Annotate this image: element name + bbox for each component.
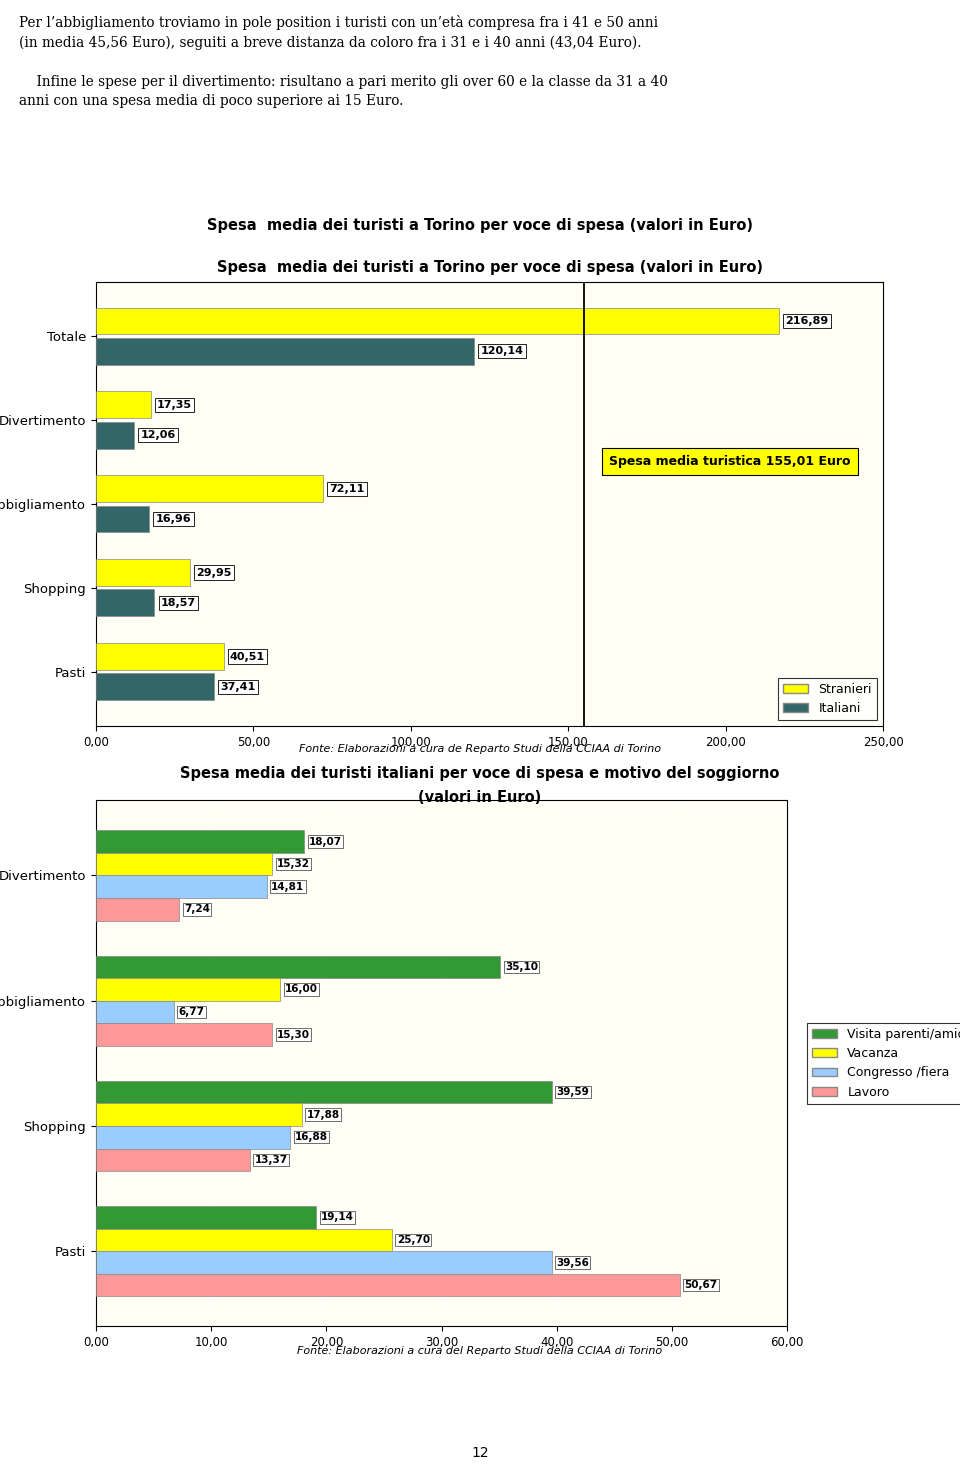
Text: 40,51: 40,51 — [229, 652, 265, 661]
Text: 39,56: 39,56 — [557, 1258, 589, 1267]
Text: Fonte: Elaborazioni a cura del Reparto Studi della CCIAA di Torino: Fonte: Elaborazioni a cura del Reparto S… — [298, 1346, 662, 1356]
Text: 7,24: 7,24 — [184, 904, 210, 914]
Text: 29,95: 29,95 — [197, 568, 232, 578]
Bar — [96, 643, 224, 670]
Text: 72,11: 72,11 — [329, 483, 365, 494]
Bar — [96, 1126, 291, 1149]
Text: 15,30: 15,30 — [276, 1030, 310, 1039]
Text: 216,89: 216,89 — [785, 316, 828, 326]
Bar — [96, 956, 500, 978]
Bar — [96, 422, 134, 449]
Text: 16,96: 16,96 — [156, 514, 191, 525]
Bar — [96, 476, 324, 502]
Text: Per l’abbigliamento troviamo in pole position i turisti con un’età compresa fra : Per l’abbigliamento troviamo in pole pos… — [19, 15, 668, 108]
Bar — [96, 1206, 317, 1229]
Text: 50,67: 50,67 — [684, 1280, 717, 1289]
Bar — [96, 559, 190, 585]
Text: 25,70: 25,70 — [396, 1235, 430, 1245]
Text: (valori in Euro): (valori in Euro) — [419, 790, 541, 805]
Bar — [96, 391, 151, 418]
Text: 14,81: 14,81 — [272, 882, 304, 892]
Bar — [96, 505, 150, 532]
Bar — [96, 876, 267, 898]
Bar — [96, 308, 779, 335]
Legend: Visita parenti/amici, Vacanza, Congresso /fiera, Lavoro: Visita parenti/amici, Vacanza, Congresso… — [807, 1023, 960, 1104]
Bar — [96, 1275, 680, 1297]
Text: 17,35: 17,35 — [156, 400, 192, 411]
Text: 18,57: 18,57 — [160, 597, 196, 608]
Text: 16,00: 16,00 — [285, 984, 318, 994]
Text: 12,06: 12,06 — [140, 430, 176, 440]
Text: 37,41: 37,41 — [220, 682, 255, 692]
Text: 18,07: 18,07 — [309, 837, 342, 846]
Bar — [96, 1104, 302, 1126]
Bar — [96, 1229, 392, 1251]
Bar — [96, 1080, 552, 1104]
Bar — [96, 1023, 273, 1046]
Text: Spesa media dei turisti italiani per voce di spesa e motivo del soggiorno: Spesa media dei turisti italiani per voc… — [180, 766, 780, 781]
Bar — [96, 1149, 250, 1171]
Bar — [96, 898, 180, 920]
Bar — [96, 673, 214, 700]
Text: 16,88: 16,88 — [295, 1132, 328, 1143]
Bar — [96, 1000, 174, 1023]
Text: 19,14: 19,14 — [321, 1212, 354, 1223]
Text: 35,10: 35,10 — [505, 962, 538, 972]
Text: Fonte: Elaborazioni a cura de Reparto Studi della CCIAA di Torino: Fonte: Elaborazioni a cura de Reparto St… — [299, 744, 661, 754]
Text: 15,32: 15,32 — [277, 860, 310, 868]
Text: 120,14: 120,14 — [481, 347, 523, 356]
Text: Spesa media turistica 155,01 Euro: Spesa media turistica 155,01 Euro — [610, 455, 851, 468]
Bar — [96, 854, 273, 876]
Text: 6,77: 6,77 — [179, 1006, 204, 1017]
Text: 13,37: 13,37 — [254, 1154, 288, 1165]
Bar — [96, 590, 155, 617]
Bar — [96, 830, 304, 854]
Text: 39,59: 39,59 — [557, 1088, 589, 1097]
Text: 12: 12 — [471, 1446, 489, 1460]
Bar — [96, 1251, 552, 1275]
Text: Spesa  media dei turisti a Torino per voce di spesa (valori in Euro): Spesa media dei turisti a Torino per voc… — [207, 218, 753, 233]
Title: Spesa  media dei turisti a Torino per voce di spesa (valori in Euro): Spesa media dei turisti a Torino per voc… — [217, 259, 762, 274]
Text: 17,88: 17,88 — [306, 1110, 340, 1120]
Bar — [96, 978, 280, 1000]
Legend: Stranieri, Italiani: Stranieri, Italiani — [779, 677, 876, 720]
Bar — [96, 338, 474, 365]
